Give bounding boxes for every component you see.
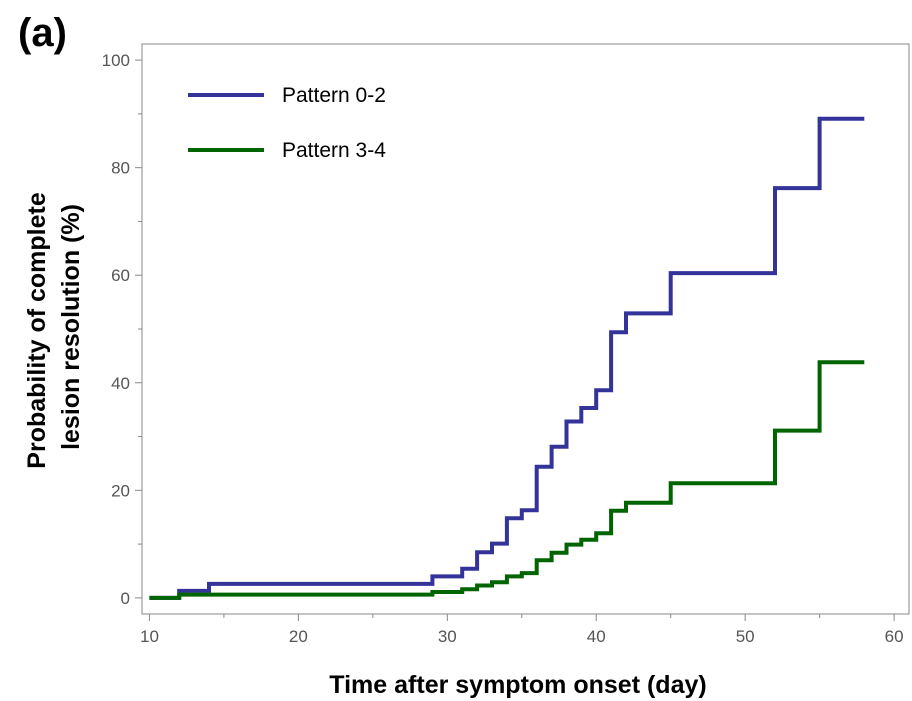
y-axis-title-line-2: lesion resolution (%) — [57, 204, 85, 450]
series-line-2 — [149, 360, 865, 600]
y-tick-label: 100 — [102, 51, 130, 70]
legend: Pattern 0-2 Pattern 3-4 — [188, 84, 386, 162]
x-tick-label: 10 — [140, 627, 159, 646]
y-tick-label: 20 — [111, 481, 130, 500]
y-axis-title-line-1: Probability of complete — [23, 192, 51, 469]
x-tick-label: 50 — [736, 627, 755, 646]
y-tick-label: 0 — [121, 589, 130, 608]
legend-label-2: Pattern 3-4 — [282, 139, 386, 162]
legend-label-1: Pattern 0-2 — [282, 84, 386, 107]
y-axis-title: Probability of complete lesion resolutio… — [23, 185, 85, 468]
x-tick-label: 30 — [438, 627, 457, 646]
plot-area-frame — [141, 43, 910, 615]
x-tick-label: 60 — [885, 627, 904, 646]
x-tick-label: 20 — [289, 627, 308, 646]
x-tick-label: 40 — [587, 627, 606, 646]
x-axis-title: Time after symptom onset (day) — [329, 671, 706, 699]
series-line-1 — [149, 116, 865, 600]
y-tick-label: 60 — [111, 266, 130, 285]
y-tick-label: 40 — [111, 374, 130, 393]
panel-label: (a) — [18, 11, 67, 55]
x-axis-ticks: 10 20 30 40 50 60 — [140, 614, 904, 646]
y-tick-label: 80 — [111, 159, 130, 178]
series-layer — [149, 116, 865, 600]
y-axis-ticks: 0 20 40 60 80 100 — [102, 51, 142, 608]
